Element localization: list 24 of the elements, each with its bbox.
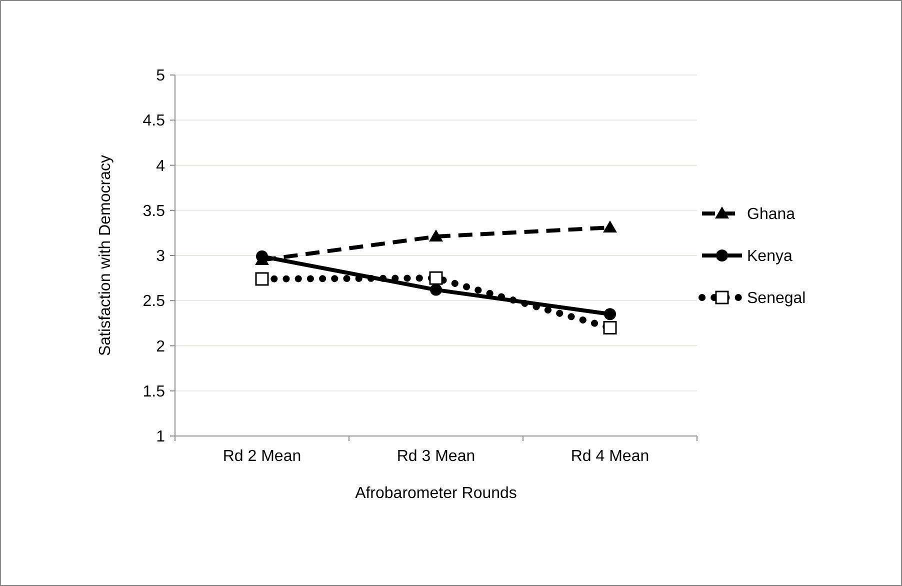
y-tick-label: 3.5 [142,202,166,220]
y-tick-label: 4.5 [142,112,166,130]
point [430,284,442,296]
y-tick-label: 1 [156,428,166,446]
y-tick-label: 1.5 [142,383,166,400]
point [429,230,443,242]
point [429,271,443,285]
x-tick-label: Rd 4 Mean [570,448,650,465]
y-tick-label: 3 [156,248,166,266]
x-tick-label: Rd 2 Mean [222,448,302,465]
legend-label: Ghana [747,206,796,224]
legend-label: Senegal [747,290,806,308]
point [255,272,269,286]
point [603,220,617,233]
point [604,308,616,320]
y-axis-title: Satisfaction with Democracy [97,155,114,356]
y-tick-label: 5 [156,68,166,85]
y-tick-label: 4 [156,158,166,175]
point [603,320,617,334]
y-tick-label: 2.5 [142,293,166,310]
x-axis-title: Afrobarometer Rounds [355,485,517,502]
legend-label: Kenya [747,248,792,266]
x-tick-label: Rd 3 Mean [396,448,476,465]
y-tick-label: 2 [156,338,166,356]
